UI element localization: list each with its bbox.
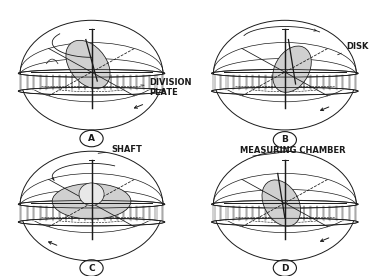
Text: B: B xyxy=(281,135,288,144)
Ellipse shape xyxy=(79,183,104,206)
Bar xyxy=(19,74,165,90)
Text: DIVISION
PLATE: DIVISION PLATE xyxy=(141,78,192,97)
Ellipse shape xyxy=(66,40,110,89)
Ellipse shape xyxy=(213,151,356,261)
Bar xyxy=(212,74,358,90)
Text: A: A xyxy=(88,134,95,143)
Text: D: D xyxy=(281,263,289,273)
Ellipse shape xyxy=(262,180,301,226)
Ellipse shape xyxy=(52,183,131,219)
Text: MEASURING CHAMBER: MEASURING CHAMBER xyxy=(241,147,346,156)
Bar xyxy=(19,205,165,221)
Ellipse shape xyxy=(20,20,163,130)
Text: DISK: DISK xyxy=(338,42,369,55)
Ellipse shape xyxy=(20,151,163,261)
Ellipse shape xyxy=(273,46,311,92)
Text: SHAFT: SHAFT xyxy=(98,145,142,154)
Text: C: C xyxy=(88,263,95,273)
Bar xyxy=(212,205,358,221)
Ellipse shape xyxy=(213,20,356,130)
